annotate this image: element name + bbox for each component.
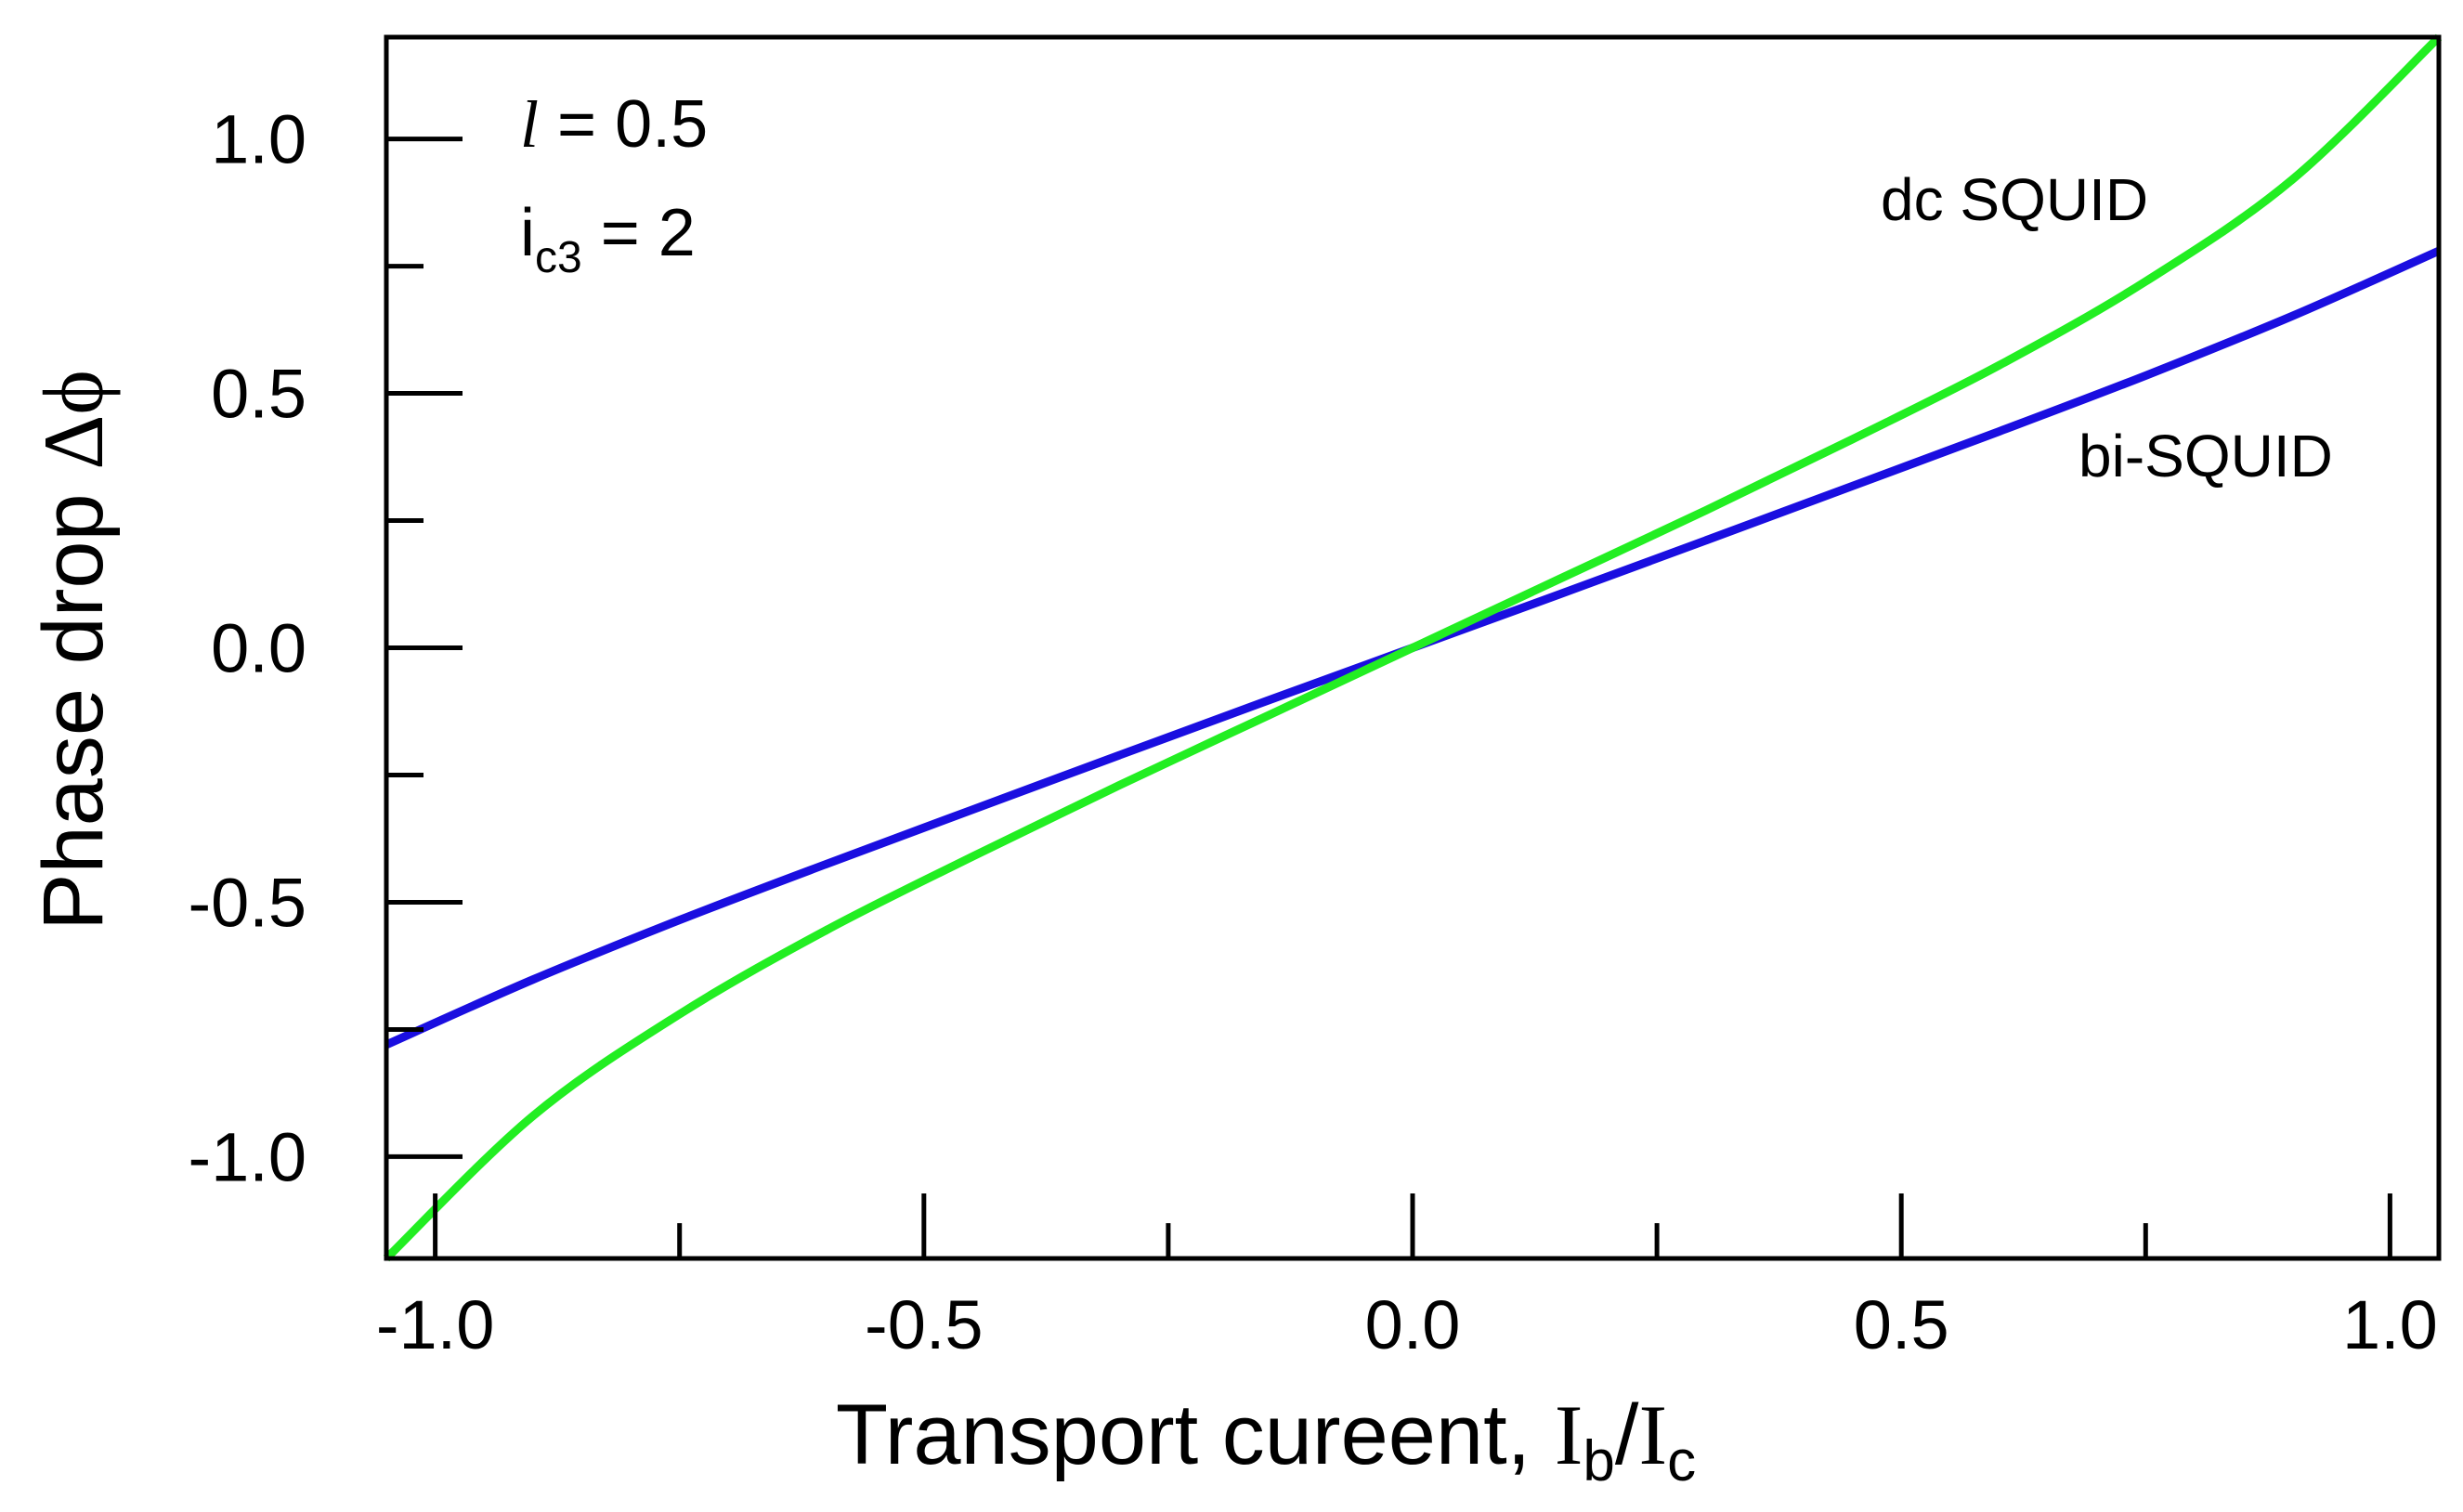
- x-tick-label: 0.5: [1854, 1286, 1949, 1363]
- y-tick-label: -1.0: [188, 1118, 306, 1195]
- y-tick-label: 1.0: [211, 101, 306, 178]
- y-axis-title-text: Phase drop: [26, 470, 121, 931]
- y-axis-title-symbol: Δϕ: [26, 370, 121, 470]
- x-axis-title-den-sub: c: [1667, 1429, 1696, 1493]
- x-axis-title: Transport cureent, Ib/Ic: [836, 1388, 1696, 1493]
- annotation-ic3-sub: c3: [535, 233, 582, 282]
- y-tick-label: -0.5: [188, 864, 306, 941]
- y-axis-title: Phase drop Δϕ: [26, 370, 121, 931]
- series-line-dc-squid: [383, 33, 2443, 1262]
- x-tick-label: -0.5: [865, 1286, 984, 1363]
- annotation-l: l = 0.5: [520, 87, 708, 162]
- x-axis-title-sep: /: [1615, 1388, 1639, 1482]
- annotation-ic3-base: i: [520, 196, 535, 270]
- annotation-ic3: ic3 = 2: [520, 196, 696, 282]
- series-layer: [383, 33, 2443, 1262]
- annotation-l-value: = 0.5: [539, 87, 708, 162]
- y-tick-label: 0.5: [211, 356, 306, 433]
- y-tick-label: 0.0: [211, 610, 306, 687]
- x-tick-label: 0.0: [1365, 1286, 1461, 1363]
- x-axis-title-text: Transport cureent,: [836, 1388, 1555, 1482]
- ticks-layer: [386, 137, 2392, 1258]
- annotation-ic3-value: = 2: [582, 196, 696, 270]
- annotation-l-symbol: l: [520, 87, 539, 162]
- x-axis-title-num-sub: b: [1583, 1429, 1614, 1493]
- x-tick-label: 1.0: [2342, 1286, 2438, 1363]
- x-axis-title-den: I: [1638, 1388, 1667, 1482]
- series-label-bi-squid: bi-SQUID: [2079, 423, 2333, 489]
- x-axis-title-num: I: [1555, 1388, 1583, 1482]
- series-label-dc-squid: dc SQUID: [1881, 166, 2148, 233]
- x-tick-label: -1.0: [376, 1286, 495, 1363]
- labels-layer: -1.0 -0.5 0.0 0.5 1.0 1.0 0.5 0.0 -0.5 -1.0: [188, 101, 2437, 1363]
